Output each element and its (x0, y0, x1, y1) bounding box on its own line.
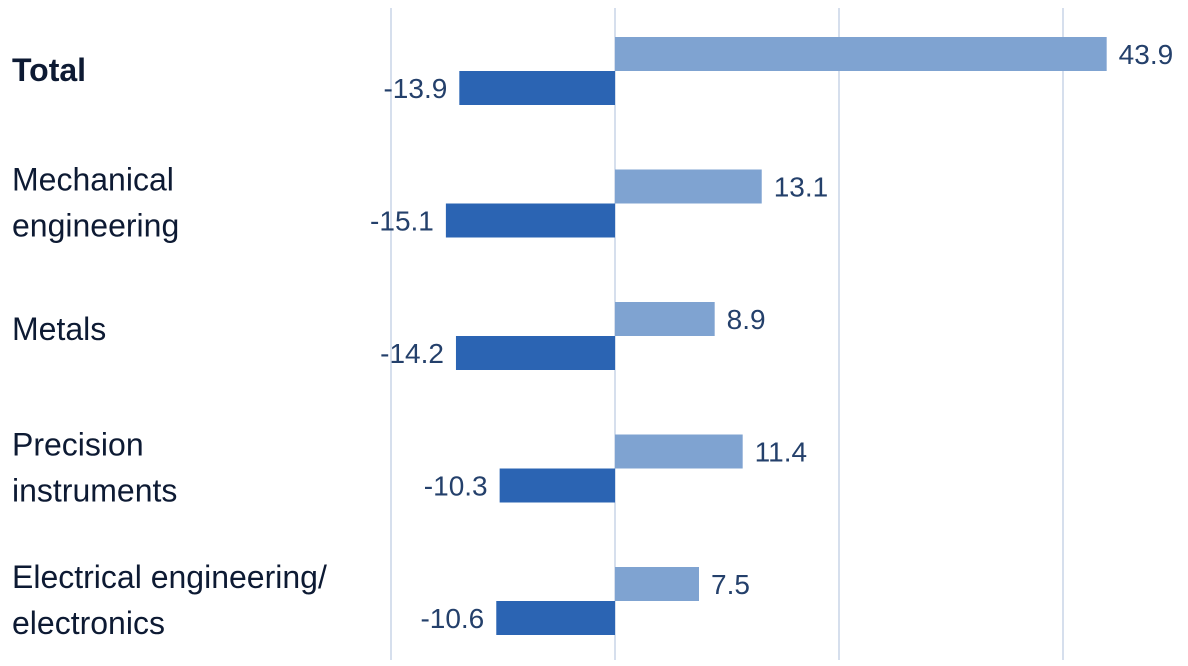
category-label: Mechanical (12, 162, 174, 198)
bar-negative (499, 468, 615, 503)
bar-negative (455, 336, 615, 370)
bar-negative (459, 71, 615, 105)
category-label: engineering (12, 208, 179, 244)
category-label: Total (12, 52, 86, 88)
bar-positive (615, 37, 1107, 71)
category-label: Metals (12, 311, 106, 347)
category-label: Precision (12, 427, 144, 463)
data-label-positive: 13.1 (774, 172, 829, 203)
category-label: Electrical engineering/ (12, 559, 327, 595)
data-label-positive: 43.9 (1119, 39, 1174, 70)
bar-positive (615, 567, 699, 601)
category-label: electronics (12, 605, 165, 641)
data-label-negative: -10.6 (420, 603, 484, 634)
data-label-positive: 11.4 (755, 437, 807, 468)
data-label-positive: 8.9 (727, 304, 766, 335)
data-label-positive: 7.5 (711, 569, 750, 600)
data-label-negative: -10.3 (424, 471, 488, 502)
bar-positive (615, 302, 715, 336)
bar-positive (615, 169, 762, 204)
data-label-negative: -14.2 (380, 338, 444, 369)
bar-negative (445, 203, 615, 238)
data-label-negative: -15.1 (370, 206, 434, 237)
data-label-negative: -13.9 (383, 73, 447, 104)
bar-negative (496, 601, 615, 635)
bar-positive (615, 434, 743, 469)
category-label: instruments (12, 473, 177, 509)
